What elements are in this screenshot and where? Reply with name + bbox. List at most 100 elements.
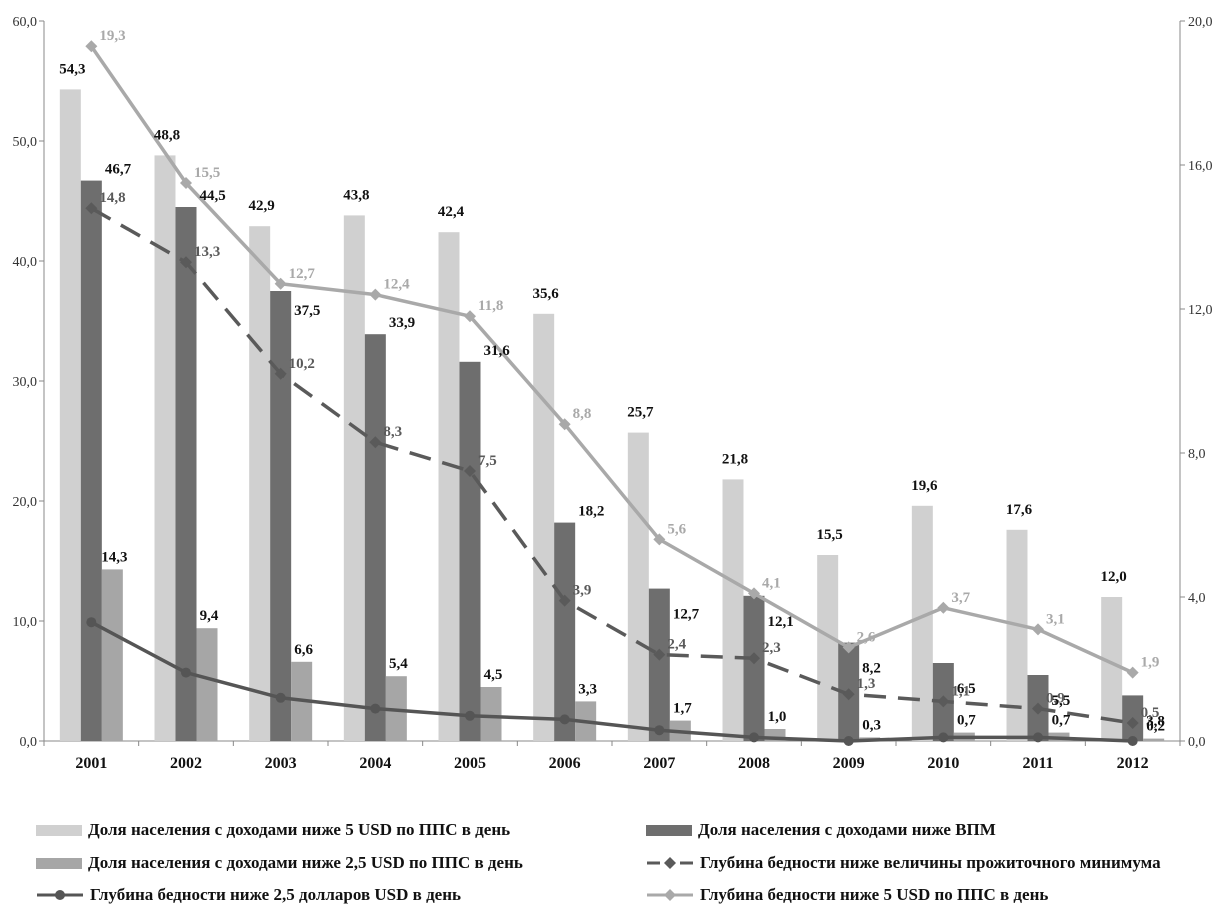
data-label-depth-below-subsistence: 7,5 <box>478 453 497 469</box>
data-label-depth-below-5usd: 2,6 <box>857 629 876 645</box>
data-label-depth-below-subsistence: 8,3 <box>383 424 402 440</box>
marker-depth-below-5usd <box>937 601 950 614</box>
marker-depth-below-subsistence <box>464 465 476 477</box>
marker-depth-below-subsistence <box>842 688 855 701</box>
data-label-depth-below-subsistence: 2,4 <box>667 637 686 653</box>
data-label-depth-below-subsistence: 0,5 <box>1141 705 1160 721</box>
line-depth-below-subsistence <box>90 206 1133 725</box>
marker-depth-below-subsistence <box>180 256 192 269</box>
data-label-share-below-2-5usd: 4,5 <box>484 667 503 683</box>
marker-depth-below-2-5usd <box>370 703 381 714</box>
right-tick-label: 0,0 <box>1188 735 1206 750</box>
data-label-share-below-vpm: 8,2 <box>862 661 881 677</box>
x-tick-label: 2010 <box>927 755 959 772</box>
data-label-depth-below-5usd: 15,5 <box>194 165 220 181</box>
marker-depth-below-5usd <box>1032 623 1044 636</box>
left-tick-label: 10,0 <box>13 615 38 630</box>
left-tick-label: 60,0 <box>13 15 38 30</box>
bar-share-below-vpm <box>270 291 292 741</box>
marker-depth-below-5usd <box>1126 666 1139 679</box>
bar-share-below-5usd <box>249 226 271 741</box>
bar-share-below-vpm <box>459 361 481 741</box>
marker-depth-below-5usd <box>464 310 476 323</box>
marker-depth-below-5usd <box>748 587 760 600</box>
left-tick-label: 30,0 <box>13 375 38 390</box>
data-label-share-below-2-5usd: 1,0 <box>768 709 787 725</box>
data-label-depth-below-5usd: 11,8 <box>478 298 503 314</box>
data-label-depth-below-subsistence: 3,9 <box>573 583 592 599</box>
marker-depth-below-5usd <box>369 288 382 301</box>
data-label-share-below-2-5usd: 14,3 <box>101 549 127 565</box>
marker-depth-below-2-5usd <box>181 667 191 678</box>
data-label-share-below-2-5usd: 0,3 <box>862 717 881 733</box>
data-label-share-below-5usd: 12,0 <box>1101 569 1127 585</box>
marker-depth-below-subsistence <box>1126 717 1139 729</box>
marker-depth-below-5usd <box>180 177 192 189</box>
x-tick-label: 2006 <box>549 755 581 772</box>
data-label-share-below-5usd: 21,8 <box>722 451 748 467</box>
data-label-share-below-2-5usd: 3,3 <box>578 681 597 697</box>
bar-share-below-5usd <box>722 479 744 741</box>
marker-depth-below-subsistence <box>85 202 98 215</box>
x-tick-label: 2005 <box>454 755 486 772</box>
right-tick-label: 20,0 <box>1188 15 1213 30</box>
data-label-depth-below-5usd: 12,7 <box>289 266 316 282</box>
x-tick-label: 2008 <box>738 755 770 772</box>
bar-share-below-5usd <box>438 232 460 741</box>
bar-share-below-2-5usd <box>196 628 218 741</box>
right-tick-label: 8,0 <box>1188 447 1206 462</box>
data-label-share-below-vpm: 31,6 <box>484 343 511 359</box>
bar-share-below-vpm <box>648 588 670 741</box>
data-label-share-below-vpm: 3,8 <box>1146 713 1165 729</box>
marker-depth-below-2-5usd <box>86 617 97 628</box>
bar-share-below-vpm <box>364 334 386 741</box>
data-label-share-below-5usd: 19,6 <box>911 478 938 494</box>
marker-depth-below-5usd <box>274 277 287 290</box>
x-tick-label: 2001 <box>75 755 107 772</box>
marker-depth-below-2-5usd <box>1127 736 1138 746</box>
data-label-share-below-5usd: 43,8 <box>343 187 369 203</box>
data-label-share-below-vpm: 44,5 <box>200 188 226 204</box>
data-label-share-below-2-5usd: 5,4 <box>389 656 408 672</box>
data-label-share-below-vpm: 12,1 <box>768 614 794 630</box>
x-tick-label: 2003 <box>265 755 297 772</box>
data-label-share-below-5usd: 54,3 <box>59 61 85 77</box>
data-label-depth-below-5usd: 1,9 <box>1141 655 1160 671</box>
data-label-share-below-2-5usd: 0,2 <box>1146 719 1165 735</box>
marker-depth-below-5usd <box>653 533 666 546</box>
x-tick-label: 2011 <box>1022 755 1053 772</box>
data-label-depth-below-5usd: 3,7 <box>951 590 970 606</box>
bar-share-below-5usd <box>1101 597 1123 741</box>
data-label-share-below-2-5usd: 6,6 <box>294 642 313 658</box>
marker-depth-below-2-5usd <box>938 732 949 743</box>
marker-depth-below-2-5usd <box>275 692 286 703</box>
data-label-depth-below-5usd: 8,8 <box>573 406 592 422</box>
marker-depth-below-2-5usd <box>1033 732 1043 743</box>
data-label-depth-below-5usd: 19,3 <box>99 28 125 44</box>
data-label-depth-below-5usd: 5,6 <box>667 521 686 537</box>
data-label-depth-below-subsistence: 13,3 <box>194 244 220 260</box>
marker-depth-below-subsistence <box>937 695 950 708</box>
line-depth-below-2-5usd <box>90 620 1133 743</box>
data-label-share-below-vpm: 6,5 <box>957 681 976 697</box>
line-depth-below-5usd <box>89 45 1134 675</box>
right-tick-label: 4,0 <box>1188 591 1206 606</box>
data-label-share-below-2-5usd: 0,7 <box>1052 713 1071 729</box>
x-tick-label: 2004 <box>359 755 391 772</box>
data-label-share-below-vpm: 12,7 <box>673 607 700 623</box>
data-label-share-below-5usd: 35,6 <box>533 286 560 302</box>
bar-share-below-vpm <box>80 180 102 742</box>
data-label-share-below-5usd: 15,5 <box>817 527 843 543</box>
bar-share-below-5usd <box>343 215 365 741</box>
data-label-depth-below-5usd: 12,4 <box>383 277 410 293</box>
data-label-share-below-vpm: 5,5 <box>1052 693 1071 709</box>
data-label-share-below-5usd: 17,6 <box>1006 502 1033 518</box>
data-label-depth-below-subsistence: 1,1 <box>951 683 970 699</box>
data-label-share-below-vpm: 18,2 <box>578 504 604 520</box>
data-label-share-below-5usd: 42,9 <box>249 198 275 214</box>
bar-share-below-5usd <box>59 89 81 741</box>
bar-share-below-5usd <box>533 313 555 741</box>
x-tick-label: 2007 <box>643 755 675 772</box>
